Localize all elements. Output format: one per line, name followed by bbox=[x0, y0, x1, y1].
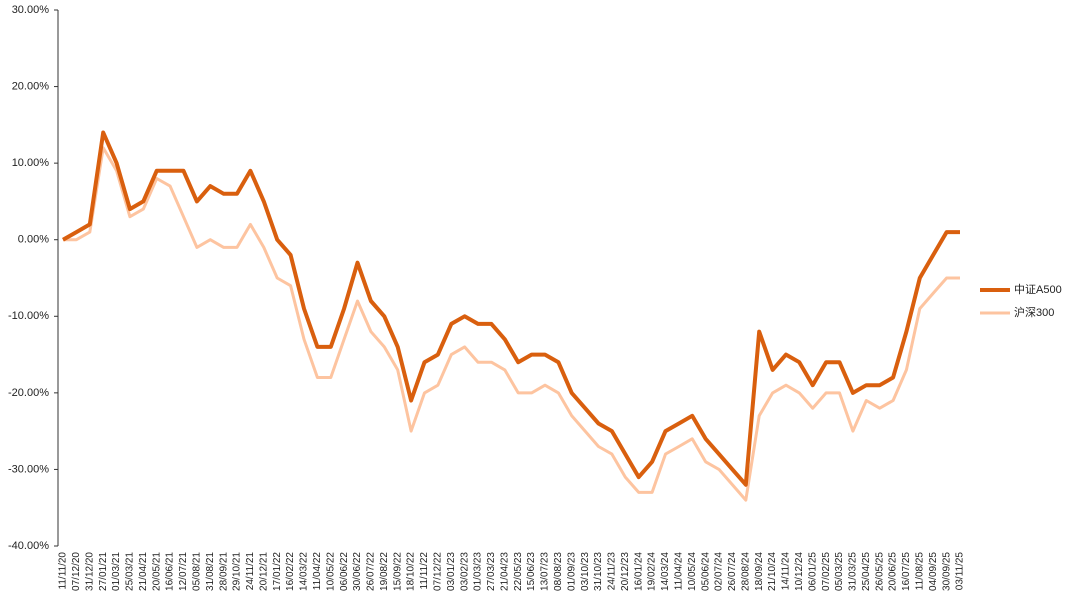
x-tick-label: 15/09/22 bbox=[392, 552, 403, 591]
x-tick-label: 21/04/21 bbox=[138, 552, 149, 591]
x-tick-label: 16/07/25 bbox=[901, 552, 912, 591]
x-tick-label: 10/12/24 bbox=[794, 552, 805, 591]
x-tick-label: 22/05/23 bbox=[513, 552, 524, 591]
x-tick-label: 15/06/23 bbox=[526, 552, 537, 591]
x-tick-label: 02/07/24 bbox=[714, 552, 725, 591]
y-tick-label: -20.00% bbox=[8, 387, 49, 399]
x-tick-label: 11/08/25 bbox=[914, 552, 925, 591]
y-tick-label: 20.00% bbox=[12, 80, 50, 92]
x-tick-label: 17/01/22 bbox=[272, 552, 283, 591]
x-tick-label: 26/07/22 bbox=[366, 552, 377, 591]
x-tick-label: 04/09/25 bbox=[928, 552, 939, 591]
y-tick-label: 30.00% bbox=[12, 4, 50, 16]
x-tick-label: 03/10/23 bbox=[580, 552, 591, 591]
x-tick-label: 10/05/24 bbox=[687, 552, 698, 591]
x-tick-label: 05/06/24 bbox=[700, 552, 711, 591]
x-tick-label: 18/09/24 bbox=[754, 552, 765, 591]
x-tick-label: 07/02/25 bbox=[821, 552, 832, 591]
x-tick-label: 25/03/21 bbox=[125, 552, 136, 591]
x-tick-label: 01/03/23 bbox=[473, 552, 484, 591]
x-tick-label: 12/07/21 bbox=[178, 552, 189, 591]
x-tick-label: 11/11/22 bbox=[419, 552, 430, 590]
x-tick-label: 08/08/23 bbox=[553, 552, 564, 591]
x-tick-label: 19/02/24 bbox=[647, 552, 658, 591]
x-tick-label: 28/09/21 bbox=[218, 552, 229, 591]
x-tick-label: 14/11/24 bbox=[781, 552, 792, 591]
x-tick-label: 05/08/21 bbox=[192, 552, 203, 591]
x-tick-label: 24/11/23 bbox=[607, 552, 618, 591]
x-tick-label: 20/06/25 bbox=[888, 552, 899, 591]
series-line bbox=[62, 130, 960, 487]
y-tick-label: -10.00% bbox=[8, 310, 49, 322]
x-tick-label: 01/03/21 bbox=[111, 552, 122, 591]
y-tick-label: 0.00% bbox=[18, 234, 49, 246]
x-tick-label: 14/03/22 bbox=[299, 552, 310, 591]
x-tick-label: 30/06/22 bbox=[352, 552, 363, 591]
x-tick-label: 03/11/25 bbox=[955, 552, 966, 591]
x-tick-label: 11/04/24 bbox=[673, 552, 684, 591]
x-tick-label: 16/06/21 bbox=[165, 552, 176, 591]
y-tick-label: -30.00% bbox=[8, 463, 49, 475]
x-tick-label: 07/12/20 bbox=[71, 552, 82, 591]
x-tick-label: 24/11/21 bbox=[245, 552, 256, 591]
x-tick-label: 28/08/24 bbox=[740, 552, 751, 591]
x-tick-label: 16/01/24 bbox=[633, 552, 644, 591]
x-tick-label: 10/05/22 bbox=[325, 552, 336, 591]
x-tick-label: 03/01/23 bbox=[446, 552, 457, 591]
y-tick-label: -40.00% bbox=[8, 540, 49, 552]
x-tick-label: 16/02/22 bbox=[285, 552, 296, 591]
x-tick-label: 27/01/21 bbox=[98, 552, 109, 591]
x-tick-label: 31/08/21 bbox=[205, 552, 216, 591]
legend-label: 中证A500 bbox=[1014, 283, 1062, 296]
x-tick-label: 31/03/25 bbox=[848, 552, 859, 591]
x-tick-label: 29/10/21 bbox=[232, 552, 243, 591]
series-line bbox=[63, 146, 960, 502]
x-tick-label: 18/10/22 bbox=[406, 552, 417, 591]
y-tick-label: 10.00% bbox=[12, 157, 50, 169]
x-tick-label: 06/01/25 bbox=[807, 552, 818, 591]
x-tick-label: 21/10/24 bbox=[767, 552, 778, 591]
legend-label: 沪深300 bbox=[1014, 305, 1054, 319]
x-tick-label: 31/12/20 bbox=[84, 552, 95, 591]
x-tick-label: 19/08/22 bbox=[379, 552, 390, 591]
x-tick-label: 11/04/22 bbox=[312, 552, 323, 591]
x-tick-label: 01/09/23 bbox=[566, 552, 577, 591]
x-tick-label: 20/12/23 bbox=[620, 552, 631, 591]
x-tick-label: 21/04/23 bbox=[499, 552, 510, 591]
x-tick-label: 27/03/23 bbox=[486, 552, 497, 591]
x-tick-label: 30/09/25 bbox=[941, 552, 952, 591]
x-tick-label: 13/07/23 bbox=[540, 552, 551, 591]
x-tick-label: 26/05/25 bbox=[874, 552, 885, 591]
x-tick-label: 20/12/21 bbox=[258, 552, 269, 591]
x-tick-label: 14/03/24 bbox=[660, 552, 671, 591]
x-tick-label: 07/12/22 bbox=[433, 552, 444, 591]
x-tick-label: 11/11/20 bbox=[58, 552, 69, 590]
x-tick-label: 25/04/25 bbox=[861, 552, 872, 591]
x-tick-label: 03/02/23 bbox=[459, 552, 470, 591]
x-tick-label: 20/05/21 bbox=[151, 552, 162, 591]
x-tick-label: 26/07/24 bbox=[727, 552, 738, 591]
x-tick-label: 06/06/22 bbox=[339, 552, 350, 591]
x-tick-label: 31/10/23 bbox=[593, 552, 604, 591]
x-tick-label: 05/03/25 bbox=[834, 552, 845, 591]
